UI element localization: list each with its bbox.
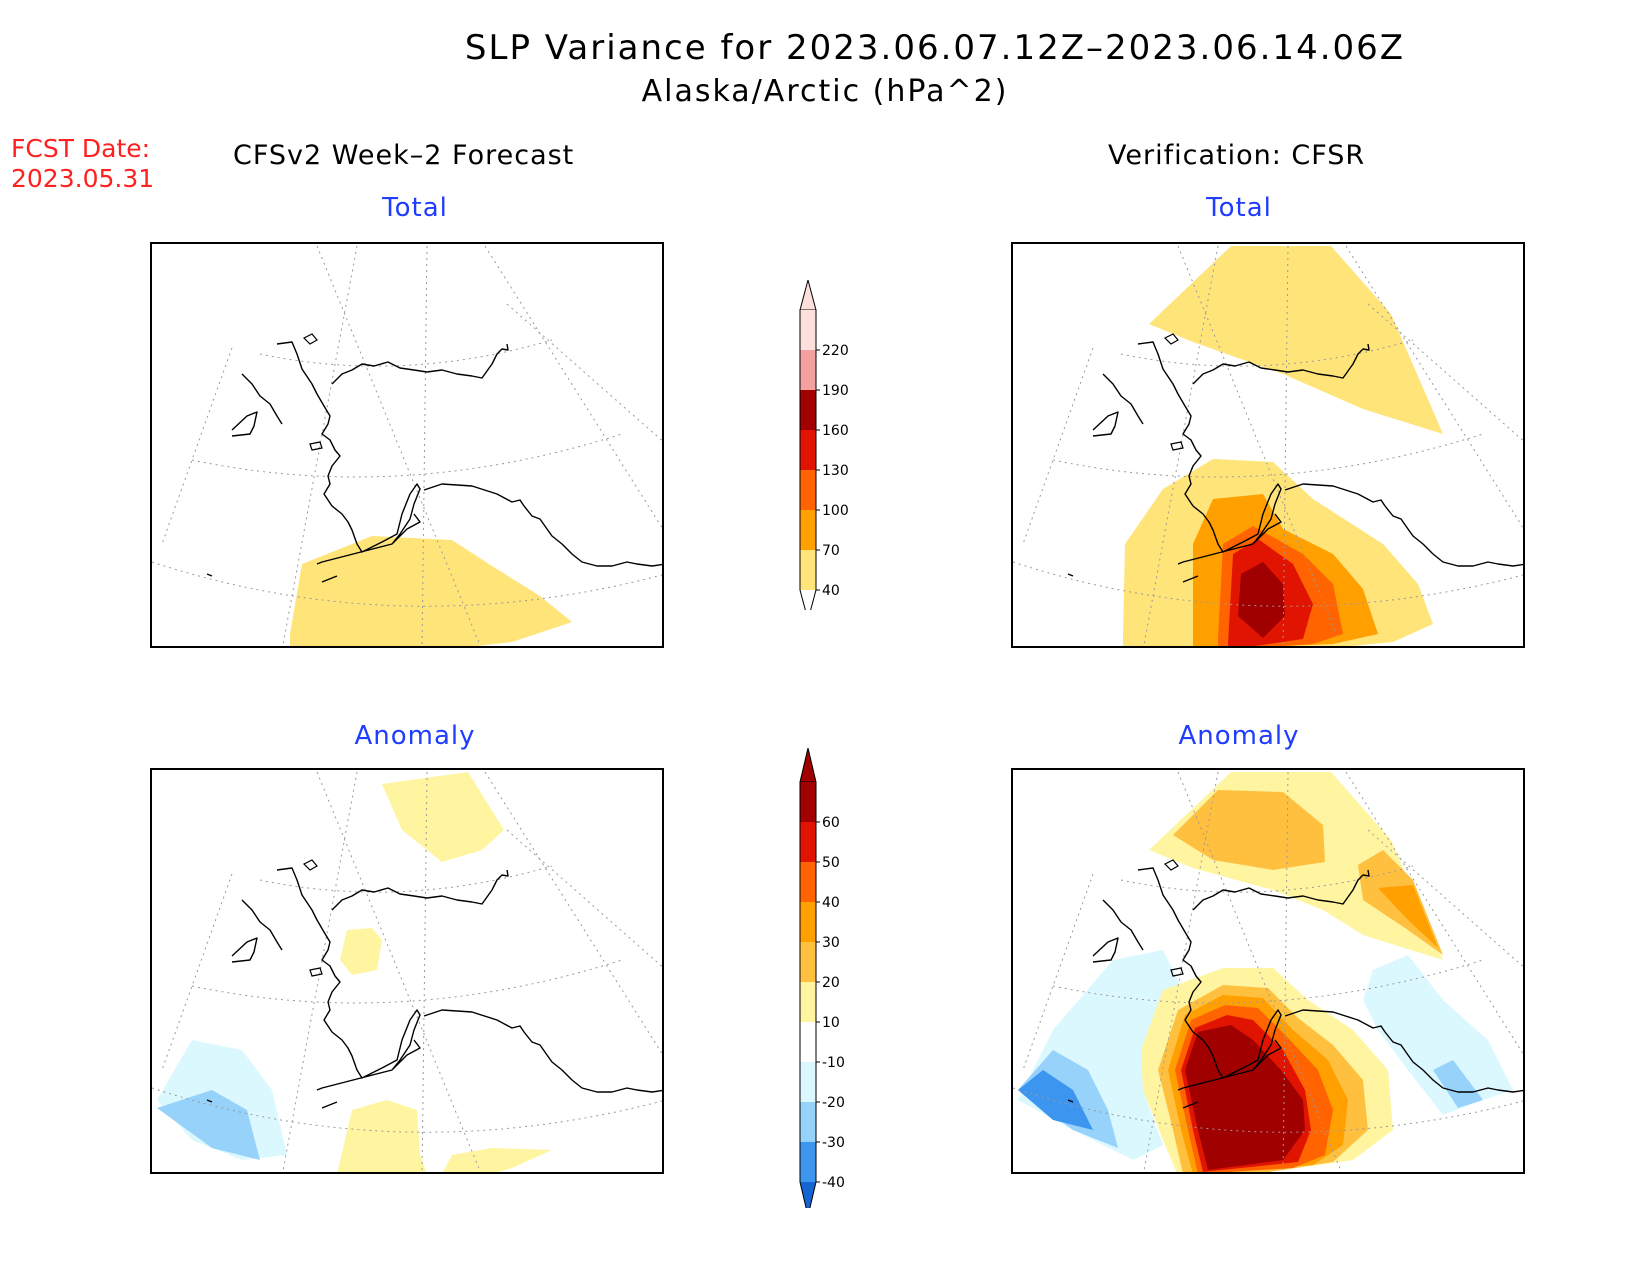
colorbar-label: 50 xyxy=(822,855,840,871)
colorbar-label: -40 xyxy=(822,1175,845,1191)
colorbar-label: 160 xyxy=(822,423,849,439)
colorbar-label: 30 xyxy=(822,935,840,951)
colorbar-box xyxy=(800,350,816,390)
colorbar-label: -10 xyxy=(822,1055,845,1071)
chart-subtitle: Alaska/Arctic (hPa^2) xyxy=(641,74,1009,109)
colorbar-bottom-arrow xyxy=(799,589,817,610)
colorbar-label: 40 xyxy=(822,895,840,911)
colorbar-box xyxy=(800,390,816,430)
verification-total-shading xyxy=(1123,246,1443,646)
colorbar-label: 20 xyxy=(822,975,840,991)
colorbar-top-arrow xyxy=(799,748,817,783)
colorbar-label: 130 xyxy=(822,463,849,479)
verification-total-label: Total xyxy=(1206,193,1272,223)
verification-total-map xyxy=(1011,242,1525,648)
colorbar-label: 40 xyxy=(822,583,840,599)
total-colorbar: 220 190 160 130 100 70 40 xyxy=(799,280,849,610)
fcst-date-value: 2023.05.31 xyxy=(11,164,155,193)
colorbar-label: 220 xyxy=(822,343,849,359)
colorbar-top-arrow xyxy=(799,280,817,311)
forecast-anomaly-map xyxy=(150,768,664,1174)
alaska-coastline xyxy=(1067,859,1523,1109)
colorbar-box xyxy=(800,1062,816,1102)
colorbar-box xyxy=(800,822,816,862)
colorbar-box xyxy=(800,862,816,902)
chart-title: SLP Variance for 2023.06.07.12Z–2023.06.… xyxy=(464,28,1406,68)
verification-anomaly-shading xyxy=(1018,772,1513,1172)
forecast-column-heading: CFSv2 Week–2 Forecast xyxy=(233,140,575,171)
forecast-anomaly-shading xyxy=(157,772,552,1172)
forecast-total-shading xyxy=(290,536,572,646)
colorbar-label: 190 xyxy=(822,383,849,399)
colorbar-label: 100 xyxy=(822,503,849,519)
colorbar-box xyxy=(800,942,816,982)
colorbar-label: 60 xyxy=(822,815,840,831)
colorbar-box xyxy=(800,430,816,470)
alaska-coastline xyxy=(206,333,662,583)
fcst-date-label: FCST Date: xyxy=(11,134,151,163)
colorbar-box xyxy=(800,310,816,350)
forecast-total-label: Total xyxy=(382,193,448,223)
anomaly-colorbar: 60 50 40 30 20 10 -10 -20 -30 -40 xyxy=(799,748,845,1208)
verification-anomaly-map xyxy=(1011,768,1525,1174)
colorbar-label: 10 xyxy=(822,1015,840,1031)
colorbar-box xyxy=(800,470,816,510)
colorbar-box xyxy=(800,1102,816,1142)
colorbar-box xyxy=(800,1022,816,1062)
forecast-total-map xyxy=(150,242,664,648)
colorbar-box xyxy=(800,902,816,942)
total-colorbar-boxes: 220 190 160 130 100 70 40 xyxy=(799,280,849,610)
colorbar-box xyxy=(800,510,816,550)
colorbar-label: 70 xyxy=(822,543,840,559)
verification-column-heading: Verification: CFSR xyxy=(1108,140,1366,171)
colorbar-box xyxy=(800,550,816,590)
verification-anomaly-label: Anomaly xyxy=(1178,721,1300,751)
colorbar-box xyxy=(800,782,816,822)
colorbar-label: -30 xyxy=(822,1135,845,1151)
alaska-coastline xyxy=(1067,333,1523,583)
colorbar-bottom-arrow xyxy=(799,1181,817,1208)
colorbar-label: -20 xyxy=(822,1095,845,1111)
colorbar-box xyxy=(800,1142,816,1182)
alaska-coastline xyxy=(206,859,662,1109)
anomaly-colorbar-boxes: 60 50 40 30 20 10 -10 -20 -30 -40 xyxy=(799,748,845,1208)
forecast-anomaly-label: Anomaly xyxy=(354,721,476,751)
colorbar-box xyxy=(800,982,816,1022)
